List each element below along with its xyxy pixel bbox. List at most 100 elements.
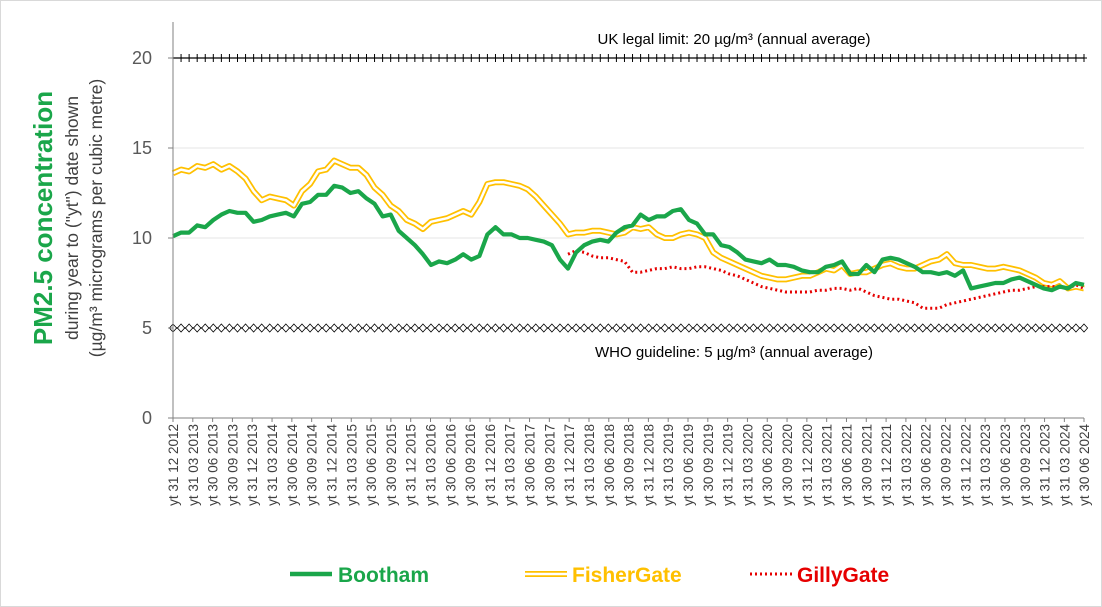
diamond-marker — [451, 323, 460, 333]
plus-marker — [839, 54, 846, 62]
diamond-marker — [563, 323, 573, 333]
diamond-marker — [491, 323, 500, 333]
diamond-marker — [313, 323, 323, 333]
plus-marker — [484, 54, 491, 62]
x-tick-label: yt 30 09 2017 — [542, 424, 557, 506]
plus-marker — [992, 54, 999, 62]
diamond-marker — [418, 323, 428, 333]
diamond-marker — [781, 323, 790, 333]
diamond-marker — [902, 323, 911, 333]
diamond-marker — [241, 323, 250, 333]
plus-marker — [774, 54, 781, 62]
diamond-marker — [281, 323, 291, 333]
plus-marker — [323, 54, 330, 62]
diamond-marker — [539, 323, 548, 333]
diamond-marker — [1015, 323, 1024, 333]
x-tick-label: yt 30 06 2015 — [364, 424, 379, 506]
plus-marker — [427, 54, 434, 62]
diamond-marker — [265, 323, 274, 333]
plus-marker — [750, 54, 757, 62]
diamond-marker — [596, 323, 605, 333]
plus-marker — [250, 54, 257, 62]
diamond-marker — [184, 323, 194, 333]
plus-marker — [629, 54, 636, 62]
diamond-marker — [378, 323, 387, 333]
x-tick-label: yt 31 12 2013 — [245, 424, 260, 506]
diamond-marker — [201, 323, 210, 333]
diamond-marker — [507, 323, 516, 333]
y-tick-labels: 0 5 10 15 20 — [132, 48, 152, 428]
diamond-marker — [588, 323, 597, 333]
plus-marker — [903, 54, 910, 62]
plus-marker — [887, 54, 894, 62]
plus-marker — [960, 54, 967, 62]
plus-marker — [258, 54, 265, 62]
plus-marker — [661, 54, 668, 62]
diamond-marker — [692, 323, 702, 333]
diamond-marker — [612, 323, 621, 333]
plus-marker — [911, 54, 918, 62]
diamond-marker — [1071, 323, 1081, 333]
x-tick-label: yt 30 06 2024 — [1077, 424, 1092, 506]
x-tick-label: yt 31 03 2014 — [265, 424, 280, 506]
reference-lines — [168, 54, 1089, 333]
plus-marker — [863, 54, 870, 62]
diamond-marker — [338, 323, 347, 333]
plus-marker — [968, 54, 975, 62]
plus-marker — [556, 54, 563, 62]
x-tick-label: yt 31 12 2016 — [483, 424, 498, 506]
series-line-inner — [172, 159, 1085, 290]
x-tick-label: yt 30 09 2021 — [859, 424, 874, 506]
diamond-marker — [700, 323, 710, 333]
diamond-marker — [305, 323, 315, 333]
plus-marker — [500, 54, 507, 62]
diamond-marker — [176, 323, 186, 333]
diamond-marker — [1079, 323, 1089, 333]
plus-marker — [194, 54, 201, 62]
diamond-marker — [604, 323, 613, 333]
diamond-marker — [1031, 323, 1040, 333]
x-tick-label: yt 31 12 2019 — [721, 424, 736, 506]
x-tick-label: yt 31 12 2022 — [958, 424, 973, 506]
diamond-marker — [741, 323, 750, 333]
diamond-marker — [499, 323, 508, 333]
plus-marker — [476, 54, 483, 62]
diamond-marker — [805, 323, 815, 333]
diamond-marker — [225, 323, 234, 333]
diamond-marker — [846, 323, 855, 333]
diamond-marker — [257, 323, 266, 333]
diamond-marker — [370, 323, 379, 333]
diamond-marker — [217, 323, 226, 333]
x-tick-label: yt 31 12 2015 — [404, 424, 419, 506]
diamond-marker — [991, 323, 1000, 333]
diamond-marker — [1039, 323, 1048, 333]
plus-marker — [460, 54, 467, 62]
x-tick-label: yt 31 12 2020 — [800, 424, 815, 506]
diamond-marker — [209, 323, 218, 333]
diamond-marker — [668, 323, 677, 333]
diamond-marker — [636, 323, 645, 333]
x-tick-label: yt 30 09 2014 — [305, 424, 320, 506]
plus-marker — [685, 54, 692, 62]
x-tick-label: yt 31 03 2016 — [424, 424, 439, 506]
plus-marker — [347, 54, 354, 62]
plus-marker — [605, 54, 612, 62]
diamond-marker — [717, 323, 726, 333]
diamond-marker — [402, 323, 411, 333]
diamond-marker — [958, 323, 968, 333]
plus-marker — [935, 54, 942, 62]
diamond-marker — [789, 323, 798, 333]
plus-marker — [758, 54, 765, 62]
plus-marker — [452, 54, 459, 62]
plus-marker — [274, 54, 281, 62]
diamond-marker — [354, 323, 363, 333]
diamond-marker — [1055, 323, 1064, 333]
plus-marker — [508, 54, 515, 62]
x-tick-label: yt 31 03 2018 — [582, 424, 597, 506]
plus-marker — [363, 54, 370, 62]
diamond-marker — [459, 323, 468, 333]
reference-labels: UK legal limit: 20 µg/m³ (annual average… — [595, 31, 873, 361]
plus-marker — [1056, 54, 1063, 62]
diamond-marker — [709, 323, 718, 333]
